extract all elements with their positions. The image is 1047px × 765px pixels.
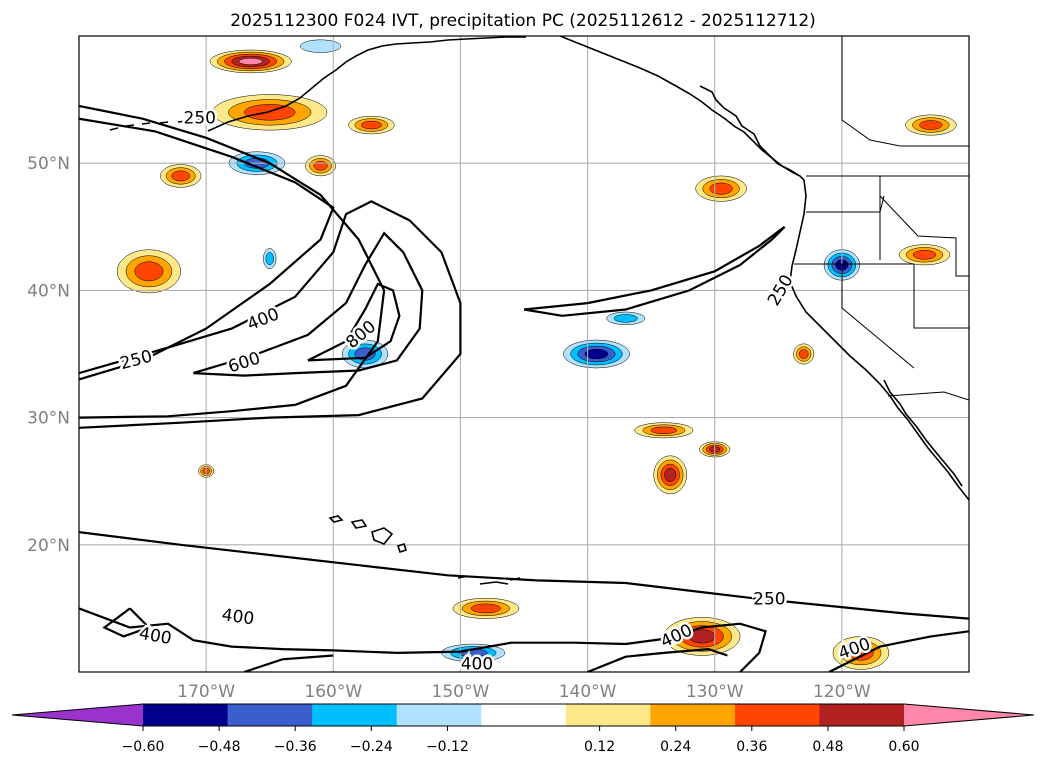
- lat-tick-label-2: 40°N: [27, 281, 70, 301]
- ivt-contour-400-7: [79, 607, 767, 672]
- ivt-contour-400-8: [243, 654, 334, 672]
- colorbar-segment-4: [481, 704, 567, 726]
- precip-pc-patch-10-level-2: [613, 314, 638, 323]
- ivt-contour-800-4: [307, 282, 401, 362]
- precip-pc-patch-12-level-3: [709, 182, 733, 195]
- ivt-contour-400-11: [102, 607, 151, 638]
- ivt-contour-600-3: [193, 231, 424, 377]
- lat-tick-label-1: 30°N: [27, 409, 70, 429]
- bc-coastline: [699, 85, 801, 177]
- lon-tick-label-1: 160°W: [304, 682, 362, 702]
- state-borders: [794, 36, 969, 401]
- ca-nv-border: [841, 264, 915, 369]
- baja-coastline: [883, 379, 963, 487]
- longitude-ticks: 170°W 160°W 150°W 140°W 130°W 120°W: [177, 682, 871, 702]
- ivt-contour-label-6: 250: [753, 589, 785, 609]
- canada-province-border: [841, 36, 969, 147]
- ivt-contour-250-0: [79, 104, 386, 419]
- colorbar-tick-label-8: 0.48: [812, 739, 843, 755]
- lat-tick-label-0: 20°N: [27, 536, 70, 556]
- ivt-contours: [79, 104, 969, 672]
- colorbar-ticks: −0.60 −0.48 −0.36 −0.24 −0.12 0.12 0.24 0.36 0.4…: [122, 726, 920, 755]
- chart-title: 2025112300 F024 IVT, precipitation PC (2…: [230, 11, 816, 31]
- precip-pc-patch-2-level-3: [244, 104, 296, 121]
- precip-pc-patch-23-level-3: [798, 349, 809, 359]
- colorbar-tick-label-7: 0.36: [736, 739, 767, 755]
- ivt-contour-label-0: 250: [184, 109, 216, 129]
- graticule: [79, 36, 969, 672]
- map-frame: [78, 35, 970, 673]
- precip-pc-patch-24-level-2: [265, 252, 274, 266]
- precip-pc-patch-16-level-4: [688, 629, 716, 644]
- lon-tick-label-2: 150°W: [432, 682, 490, 702]
- colorbar-segment-6: [650, 704, 736, 726]
- ivt-contour-250-1: [79, 117, 335, 381]
- ivt-contour-400-2: [79, 200, 462, 429]
- hawaii-islands: [328, 515, 408, 554]
- lon-tick-label-4: 130°W: [686, 682, 744, 702]
- precip-pc-patch-7-level-3: [171, 170, 191, 182]
- colorbar-segment-5: [565, 704, 651, 726]
- precip-pc-patch-5-level-3: [313, 160, 328, 171]
- us-west-coastline: [789, 179, 969, 501]
- precip-pc-patch-13-level-4: [664, 467, 677, 482]
- precip-pc-patch-3-level-3: [361, 120, 382, 130]
- lon-tick-label-3: 140°W: [559, 682, 617, 702]
- lat-tick-label-3: 50°N: [27, 154, 70, 174]
- precip-pc-patch-1-level-1: [299, 39, 342, 53]
- colorbar-extend-over: [904, 704, 1034, 726]
- precip-pc-patch-20-level-3: [919, 120, 943, 130]
- latitude-ticks: 20°N 30°N 40°N 50°N: [27, 154, 70, 556]
- colorbar-tick-label-4: −0.12: [426, 739, 469, 755]
- precip-pc-patch-21-level-3: [912, 250, 937, 260]
- id-border: [879, 176, 969, 329]
- ivt-contour-250-5: [523, 225, 786, 317]
- ivt-contour-250-6: [79, 531, 969, 620]
- precip-pc-patch-14-level-3: [650, 426, 678, 434]
- ivt-contour-label-9: 400: [461, 654, 493, 674]
- lon-tick-label-0: 170°W: [177, 682, 235, 702]
- mt-border: [879, 195, 969, 277]
- precip-pc-layer: [116, 39, 957, 670]
- colorbar-segment-0: [143, 704, 229, 726]
- map-background: [79, 36, 969, 672]
- colorbar-tick-label-3: −0.24: [350, 739, 393, 755]
- colorbar-tick-label-1: −0.48: [198, 739, 241, 755]
- lon-tick-label-5: 120°W: [813, 682, 871, 702]
- colorbar: −0.60 −0.48 −0.36 −0.24 −0.12 0.12 0.24 0.36 0.4…: [11, 703, 1035, 755]
- precip-pc-patch-18-level-3: [470, 603, 501, 614]
- colorbar-tick-label-6: 0.24: [660, 739, 691, 755]
- ivt-contour-400-9: [587, 647, 728, 672]
- colorbar-tick-label-0: −0.60: [122, 739, 165, 755]
- mexico-border: [887, 391, 969, 401]
- aleutian-islands: [109, 118, 203, 131]
- colorbar-segment-2: [312, 704, 398, 726]
- colorbar-segment-8: [819, 704, 905, 726]
- alaska-coastline: [207, 36, 526, 132]
- precip-pc-patch-6-level-3: [134, 261, 164, 282]
- precip-pc-patch-17-level-3: [848, 645, 874, 661]
- colorbar-segment-7: [734, 704, 821, 726]
- colorbar-tick-label-9: 0.60: [888, 739, 919, 755]
- colorbar-tick-label-2: −0.36: [274, 739, 317, 755]
- colorbar-segment-1: [227, 704, 313, 726]
- colorbar-tick-label-5: 0.12: [584, 739, 615, 755]
- colorbar-segments: [11, 703, 1035, 727]
- ivt-contour-400-10: [828, 630, 969, 672]
- colorbar-segment-3: [396, 704, 482, 726]
- colorbar-extend-under: [12, 704, 143, 726]
- precip-pc-patch-0-level-5: [238, 57, 263, 65]
- precip-pc-patch-9-level-4: [584, 348, 609, 360]
